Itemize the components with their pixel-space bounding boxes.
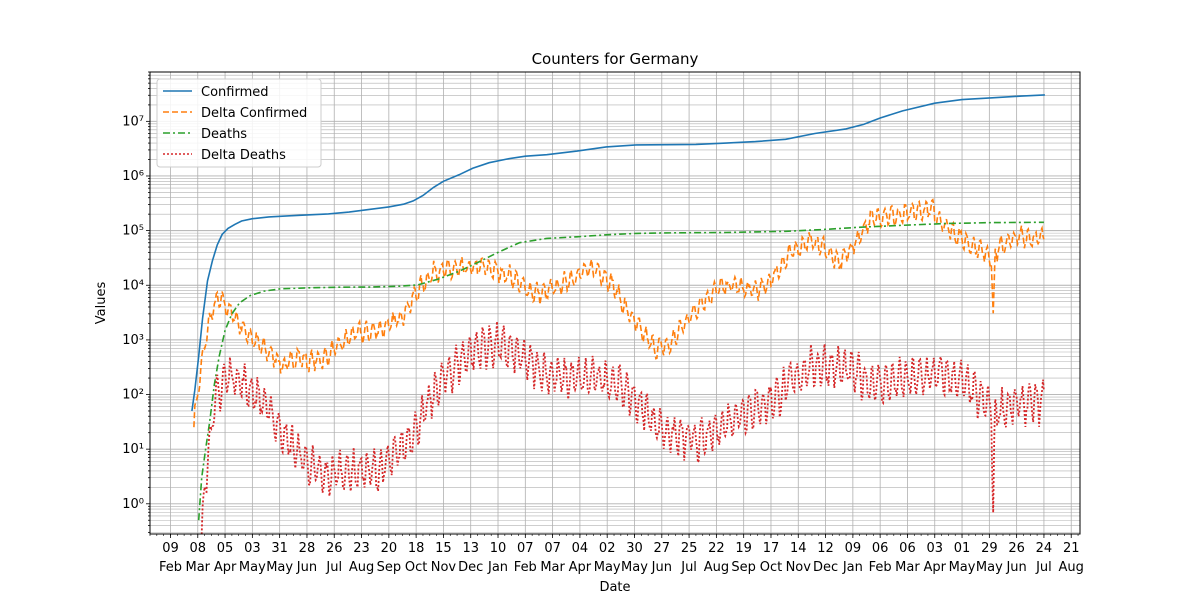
x-tick-day-label: 12 <box>817 541 834 556</box>
x-tick-month-label: Mar <box>186 560 211 575</box>
x-tick-day-label: 09 <box>162 541 179 556</box>
x-tick-day-label: 20 <box>381 541 398 556</box>
y-tick-label: 10⁵ <box>122 224 144 239</box>
x-tick-day-label: 02 <box>599 541 616 556</box>
x-tick-month-label: Apr <box>923 560 946 575</box>
legend-box <box>156 78 322 168</box>
x-tick-month-label: Jan <box>487 560 508 575</box>
x-tick-month-label: Dec <box>458 560 483 575</box>
x-tick-month-label: Apr <box>569 560 592 575</box>
series-line-delta-confirmed <box>193 198 1045 428</box>
legend-label: Confirmed <box>201 85 269 100</box>
grid <box>150 71 1080 534</box>
x-tick-day-label: 17 <box>763 541 780 556</box>
x-tick-day-label: 24 <box>1036 541 1053 556</box>
series-line-deaths <box>197 221 1044 521</box>
x-tick-month-label: May <box>976 560 1003 575</box>
x-tick-day-label: 06 <box>872 541 889 556</box>
x-tick-day-label: 05 <box>217 541 234 556</box>
x-tick-month-label: Feb <box>869 560 892 575</box>
x-tick-month-label: Jul <box>680 560 697 575</box>
series-line-delta-deaths <box>200 321 1045 534</box>
x-tick-day-label: 08 <box>189 541 206 556</box>
x-tick-day-label: 25 <box>681 541 698 556</box>
x-tick-month-label: May <box>594 560 621 575</box>
x-tick-month-label: Oct <box>760 560 782 575</box>
y-tick-label: 10¹ <box>122 442 144 457</box>
x-tick-day-label: 21 <box>1063 541 1080 556</box>
x-tick-day-label: 06 <box>899 541 916 556</box>
x-tick-month-label: May <box>621 560 648 575</box>
x-tick-month-label: Jun <box>296 560 317 575</box>
x-tick-month-label: Aug <box>349 560 374 575</box>
x-tick-day-label: 09 <box>845 541 862 556</box>
legend-label: Delta Deaths <box>201 148 286 163</box>
x-tick-day-label: 03 <box>926 541 943 556</box>
x-tick-day-label: 19 <box>735 541 752 556</box>
x-tick-day-label: 18 <box>408 541 425 556</box>
y-tick-label: 10⁶ <box>122 169 144 184</box>
y-tick-label: 10⁴ <box>122 278 144 293</box>
y-tick-label: 10² <box>122 388 144 403</box>
x-tick-day-label: 10 <box>490 541 507 556</box>
y-tick-label: 10⁷ <box>122 114 144 129</box>
x-tick-month-label: Jul <box>325 560 342 575</box>
x-tick-day-label: 27 <box>654 541 671 556</box>
x-tick-month-label: May <box>239 560 266 575</box>
x-axis-label: Date <box>599 580 630 595</box>
x-tick-day-label: 28 <box>299 541 316 556</box>
x-tick-month-label: Feb <box>159 560 182 575</box>
x-tick-month-label: May <box>949 560 976 575</box>
x-tick-month-label: Sep <box>731 560 756 575</box>
x-tick-month-label: Feb <box>514 560 537 575</box>
x-tick-month-label: Oct <box>405 560 427 575</box>
plot-frame <box>149 71 1081 535</box>
x-tick-month-label: Nov <box>786 560 812 575</box>
y-tick-label: 10⁰ <box>122 497 144 512</box>
x-tick-day-label: 31 <box>271 541 288 556</box>
legend-label: Deaths <box>201 127 247 142</box>
x-axis: 09 Feb 08 Mar 05 Apr 03 May 31 May 28 Jun 26 Jul 23 Aug… <box>149 534 1084 575</box>
x-tick-day-label: 04 <box>572 541 589 556</box>
x-tick-month-label: Mar <box>895 560 920 575</box>
x-tick-day-label: 23 <box>353 541 370 556</box>
x-tick-month-label: Dec <box>813 560 838 575</box>
x-tick-month-label: Jun <box>651 560 672 575</box>
series-line-confirmed <box>191 94 1045 412</box>
x-tick-day-label: 15 <box>435 541 452 556</box>
legend: Confirmed Delta Confirmed Deaths Delta Deat… <box>156 78 322 168</box>
x-tick-month-label: Aug <box>704 560 729 575</box>
x-tick-month-label: Apr <box>214 560 237 575</box>
x-tick-day-label: 07 <box>544 541 561 556</box>
y-axis: 10⁰ 10¹ 10² 10³ 10⁴ 10⁵ 10⁶ 10⁷ <box>122 71 150 533</box>
x-tick-day-label: 26 <box>1008 541 1025 556</box>
x-tick-month-label: Sep <box>377 560 402 575</box>
x-tick-day-label: 03 <box>244 541 261 556</box>
x-tick-month-label: Nov <box>431 560 457 575</box>
x-tick-day-label: 22 <box>708 541 725 556</box>
x-tick-day-label: 26 <box>326 541 343 556</box>
x-tick-day-label: 30 <box>626 541 643 556</box>
y-tick-label: 10³ <box>122 333 144 348</box>
x-tick-day-label: 13 <box>462 541 479 556</box>
series-group <box>191 94 1045 534</box>
x-tick-month-label: May <box>266 560 293 575</box>
x-tick-month-label: Jan <box>842 560 863 575</box>
x-tick-day-label: 07 <box>517 541 534 556</box>
x-tick-day-label: 01 <box>954 541 971 556</box>
x-tick-day-label: 29 <box>981 541 998 556</box>
legend-label: Delta Confirmed <box>201 106 307 121</box>
x-tick-month-label: Mar <box>540 560 565 575</box>
x-tick-day-label: 14 <box>790 541 807 556</box>
x-tick-month-label: Jul <box>1035 560 1052 575</box>
x-tick-month-label: Jun <box>1005 560 1026 575</box>
y-axis-label: Values <box>94 282 109 325</box>
chart-title: Counters for Germany <box>532 50 699 68</box>
x-tick-month-label: Aug <box>1059 560 1084 575</box>
